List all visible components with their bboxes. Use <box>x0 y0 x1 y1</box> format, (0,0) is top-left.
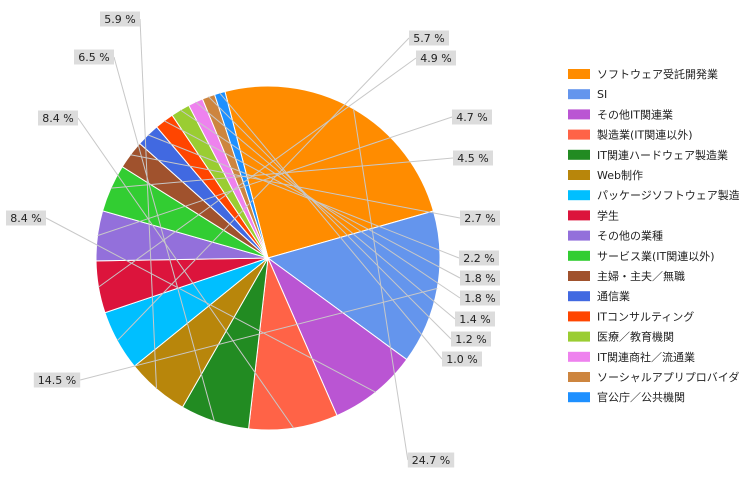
legend-swatch-1 <box>568 69 590 79</box>
leader-line-11 <box>130 154 461 219</box>
data-labels: 24.7 % 14.5 % 8.4 % 8.4 % 6.5 % 5.9 % 5.7 % 4.9… <box>6 11 500 468</box>
leader-line-3 <box>45 217 376 393</box>
legend-label-16: ソーシャルアプリプロバイダー <box>597 370 739 384</box>
legend-swatch-8 <box>568 210 590 221</box>
legend-label-3: その他IT関連業 <box>597 107 673 121</box>
legend-label-1: ソフトウェア受託開発業 <box>597 67 718 81</box>
data-label-box-11 <box>460 210 500 226</box>
leader-line-12 <box>147 134 460 259</box>
legend-label-5: IT関連ハードウェア製造業 <box>597 148 728 162</box>
data-label-box-9 <box>452 109 492 125</box>
legend-label-12: 通信業 <box>597 290 630 303</box>
legend-label-9: その他の業種 <box>597 229 663 243</box>
leader-line-8 <box>98 57 417 288</box>
data-label-4: 8.4 % <box>42 112 73 125</box>
data-label-box-13 <box>460 270 500 286</box>
legend-swatch-5 <box>568 149 590 160</box>
data-label-box-4 <box>38 110 78 126</box>
leader-line-15 <box>195 101 456 320</box>
leader-line-4 <box>77 117 295 429</box>
legend-swatch-6 <box>568 170 590 180</box>
legend-swatch-9 <box>568 230 590 241</box>
legend-swatch-16 <box>568 372 590 382</box>
data-label-2: 14.5 % <box>38 374 76 387</box>
data-label-box-2 <box>33 372 81 388</box>
data-label-7: 5.7 % <box>413 32 444 45</box>
data-label-box-1 <box>407 452 455 468</box>
data-label-16: 1.2 % <box>455 333 486 346</box>
leader-line-10 <box>110 157 454 189</box>
data-label-12: 2.2 % <box>463 252 494 265</box>
leader-line-16 <box>208 96 452 340</box>
data-label-box-12 <box>459 250 499 266</box>
legend-label-13: ITコンサルティング <box>597 309 694 323</box>
leader-line-14 <box>180 109 461 299</box>
data-label-13: 1.8 % <box>464 272 495 285</box>
data-label-1: 24.7 % <box>412 454 450 467</box>
legend-label-6: Web制作 <box>597 169 643 182</box>
leader-line-2 <box>80 287 438 381</box>
legend-swatch-13 <box>568 311 590 322</box>
data-label-6: 5.9 % <box>104 13 135 26</box>
label-leaders <box>45 18 461 461</box>
legend-swatch-14 <box>568 331 590 342</box>
legend-swatch-2 <box>568 89 590 100</box>
legend-label-17: 官公庁／公共機関 <box>597 390 685 404</box>
data-label-9: 4.7 % <box>456 111 487 124</box>
legend-swatch-12 <box>568 291 590 302</box>
legend-swatch-17 <box>568 392 590 403</box>
leader-line-9 <box>97 116 453 237</box>
data-label-8: 4.9 % <box>420 52 451 65</box>
data-label-box-14 <box>460 290 500 306</box>
data-label-15: 1.4 % <box>459 313 490 326</box>
leader-line-6 <box>139 18 157 390</box>
legend-label-10: サービス業(IT関連以外) <box>597 249 715 263</box>
data-label-box-6 <box>100 11 140 27</box>
pie-slices <box>95 85 441 431</box>
legend-swatch-10 <box>568 250 590 261</box>
legend-label-11: 主婦・主夫／無職 <box>597 269 685 283</box>
legend-label-14: 医療／教育機関 <box>597 330 674 344</box>
data-label-11: 2.7 % <box>464 212 495 225</box>
leader-line-1 <box>353 108 409 461</box>
data-label-17: 1.0 % <box>446 353 477 366</box>
legend-label-2: SI <box>597 88 607 101</box>
legend-label-4: 製造業(IT関連以外) <box>597 128 693 142</box>
legend-swatch-7 <box>568 190 590 201</box>
data-label-box-10 <box>453 150 493 166</box>
legend-swatch-15 <box>568 351 590 362</box>
data-label-box-8 <box>416 50 456 66</box>
legend-swatch-3 <box>568 109 590 120</box>
legend-label-8: 学生 <box>597 208 619 222</box>
data-label-3: 8.4 % <box>10 212 41 225</box>
leader-line-17 <box>219 92 443 360</box>
data-label-14: 1.8 % <box>464 292 495 305</box>
data-label-box-3 <box>6 210 46 226</box>
legend-label-15: IT関連商社／流通業 <box>597 350 695 364</box>
legend-swatch-4 <box>568 129 590 140</box>
data-label-box-17 <box>442 351 482 367</box>
data-label-box-15 <box>455 311 495 327</box>
data-label-box-5 <box>74 49 114 65</box>
data-label-5: 6.5 % <box>78 51 109 64</box>
data-label-10: 4.5 % <box>457 152 488 165</box>
leader-line-7 <box>116 37 410 342</box>
data-label-box-16 <box>451 331 491 347</box>
data-label-box-7 <box>409 30 449 46</box>
legend-swatch-11 <box>568 271 590 281</box>
legend-label-7: パッケージソフトウェア製造業 <box>597 188 739 202</box>
